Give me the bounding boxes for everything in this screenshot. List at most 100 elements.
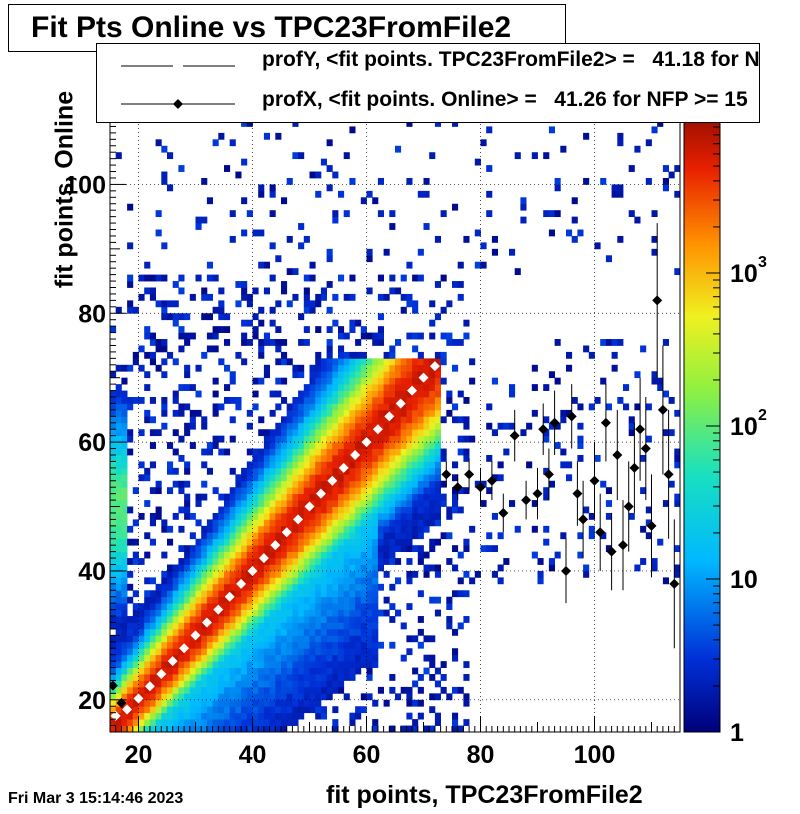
heatmap-bin — [263, 506, 270, 514]
heatmap-bin — [389, 467, 396, 475]
heatmap-bin — [286, 712, 293, 720]
heatmap-bin — [235, 622, 242, 630]
heatmap-bin — [252, 545, 259, 553]
heatmap-bin — [326, 635, 333, 643]
profx-point — [475, 482, 486, 493]
heatmap-bin — [577, 454, 584, 462]
heatmap-bin — [429, 377, 436, 385]
heatmap-bin — [201, 564, 208, 572]
heatmap-bin — [434, 429, 441, 437]
heatmap-bin — [127, 306, 134, 314]
heatmap-bin — [360, 454, 367, 462]
heatmap-bin — [201, 177, 208, 185]
heatmap-bin — [218, 564, 225, 572]
heatmap-bin — [275, 667, 282, 675]
heatmap-bin — [491, 248, 498, 256]
heatmap-bin — [212, 512, 219, 520]
heatmap-bin — [463, 699, 470, 707]
heatmap-bin — [326, 248, 333, 256]
heatmap-bin — [406, 558, 413, 565]
heatmap-bin — [446, 616, 453, 623]
heatmap-bin — [281, 609, 288, 617]
profx-point — [561, 565, 571, 576]
heatmap-bin — [343, 493, 350, 501]
heatmap-bin — [326, 641, 333, 649]
heatmap-bin — [258, 351, 265, 359]
heatmap-bin — [651, 248, 658, 256]
heatmap-bin — [355, 558, 362, 565]
heatmap-bin — [206, 725, 213, 732]
profy-point — [315, 488, 326, 499]
heatmap-bin — [281, 474, 288, 482]
heatmap-bin — [155, 686, 162, 694]
heatmap-bin — [360, 538, 367, 546]
heatmap-bin — [423, 654, 430, 662]
heatmap-bin — [486, 165, 493, 172]
heatmap-bin — [212, 712, 219, 720]
heatmap-bin — [286, 596, 293, 604]
heatmap-bin — [167, 300, 174, 308]
heatmap-bin — [110, 467, 117, 475]
heatmap-bin — [383, 487, 390, 495]
heatmap-bin — [377, 403, 384, 411]
heatmap-bin — [298, 686, 305, 694]
heatmap-bin — [263, 545, 270, 553]
heatmap-bin — [235, 706, 242, 714]
heatmap-bin — [298, 506, 305, 514]
heatmap-bin — [372, 590, 379, 598]
heatmap-bin — [457, 416, 464, 424]
heatmap-bin — [167, 577, 174, 585]
heatmap-bin — [309, 525, 316, 533]
heatmap-bin — [258, 686, 265, 694]
heatmap-bin — [423, 480, 430, 488]
heatmap-bin — [292, 519, 299, 527]
heatmap-bin — [241, 706, 248, 714]
heatmap-bin — [184, 364, 191, 372]
heatmap-bin — [161, 648, 168, 656]
heatmap-bin — [668, 397, 675, 404]
x-tick-label: 60 — [353, 741, 381, 769]
heatmap-bin — [377, 358, 384, 366]
heatmap-bin — [235, 667, 242, 675]
heatmap-bin — [195, 596, 202, 604]
heatmap-bin — [309, 680, 316, 688]
heatmap-bin — [275, 467, 282, 475]
heatmap-bin — [224, 725, 231, 732]
heatmap-bin — [395, 422, 402, 430]
heatmap-bin — [338, 635, 345, 643]
heatmap-bin — [463, 719, 470, 726]
heatmap-bin — [355, 384, 362, 391]
heatmap-bin — [434, 448, 441, 456]
heatmap-bin — [400, 487, 407, 495]
heatmap-bin — [132, 358, 139, 366]
heatmap-bin — [332, 583, 339, 591]
heatmap-bin — [377, 519, 384, 527]
heatmap-bin — [417, 699, 424, 707]
heatmap-bin — [252, 525, 259, 533]
heatmap-bin — [138, 661, 145, 668]
heatmap-bin — [389, 603, 396, 610]
heatmap-bin — [303, 403, 310, 411]
heatmap-bin — [161, 525, 168, 533]
heatmap-bin — [263, 493, 270, 501]
heatmap-bin — [241, 332, 248, 340]
heatmap-bin — [486, 126, 493, 134]
heatmap-bin — [303, 397, 310, 404]
heatmap-bin — [263, 712, 270, 720]
heatmap-bin — [417, 358, 424, 366]
heatmap-bin — [320, 467, 327, 475]
heatmap-bin — [417, 403, 424, 411]
heatmap-bin — [149, 693, 156, 701]
heatmap-bin — [389, 474, 396, 482]
heatmap-bin — [605, 255, 612, 263]
heatmap-bin — [201, 596, 208, 604]
heatmap-bin — [235, 545, 242, 553]
heatmap-bin — [281, 551, 288, 559]
heatmap-bin — [201, 603, 208, 610]
heatmap-bin — [412, 467, 419, 475]
heatmap-bin — [269, 661, 276, 668]
heatmap-bin — [400, 686, 407, 694]
heatmap-bin — [326, 416, 333, 424]
profx-point — [110, 680, 118, 691]
heatmap-bin — [258, 596, 265, 604]
